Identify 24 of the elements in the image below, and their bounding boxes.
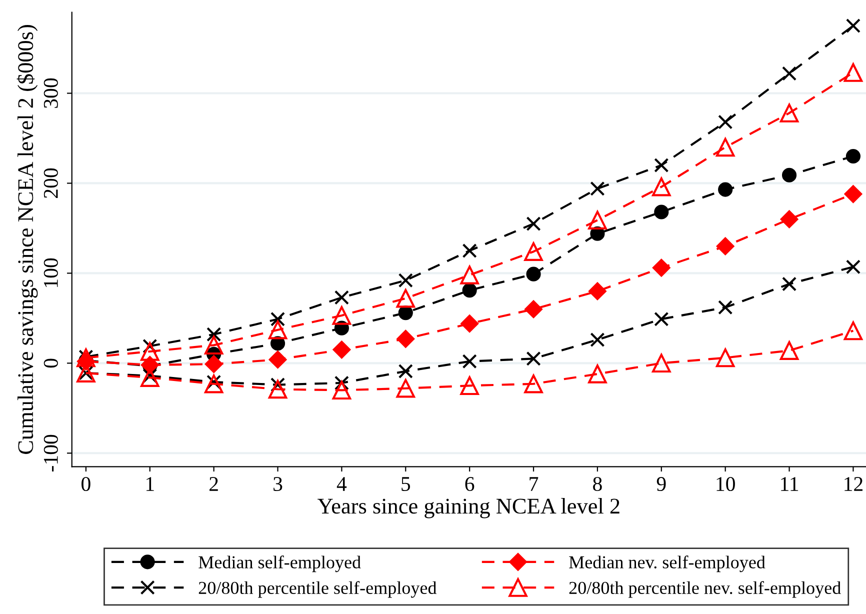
- x-tick-label: 6: [465, 477, 474, 492]
- x-tick-label: 2: [210, 477, 218, 491]
- x-tick-label: 3: [274, 477, 282, 492]
- x-tick-label: 7: [530, 477, 538, 491]
- y-tick-label: 0: [44, 358, 58, 368]
- x-tick-label: 10: [716, 476, 735, 492]
- x-tick-label: 4: [336, 477, 347, 491]
- x-tick-label: 12: [844, 477, 862, 491]
- y-tick-label: 100: [44, 258, 58, 287]
- y-tick-label: 200: [44, 168, 58, 198]
- x-tick-label: 0: [82, 476, 90, 492]
- y-tick-label: 300: [44, 78, 58, 108]
- legend-label: Median nev. self-employed: [569, 556, 766, 572]
- legend-label: 20/80th percentile nev. self-employed: [569, 581, 841, 598]
- legend-label: 20/80th percentile self-employed: [198, 581, 437, 598]
- x-tick-label: 9: [656, 477, 666, 492]
- y-tick-label: -100: [44, 434, 58, 472]
- x-tick-label: 8: [593, 476, 602, 492]
- x-tick-label: 11: [781, 477, 798, 491]
- x-axis-title: Years since gaining NCEA level 2: [318, 498, 620, 518]
- y-axis-title: Cumulative savings since NCEA level 2 ($000s): [16, 25, 38, 454]
- legend-label: Median self-employed: [198, 556, 361, 572]
- x-tick-label: 5: [402, 477, 410, 492]
- x-tick-label: 1: [146, 477, 154, 491]
